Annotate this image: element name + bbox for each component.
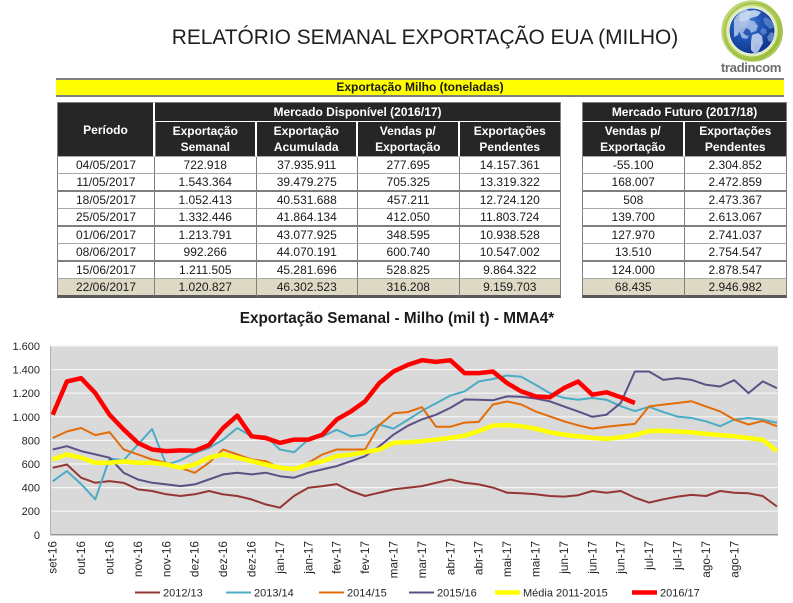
svg-text:Média 2011-2015: Média 2011-2015 [523, 588, 608, 600]
svg-text:ago-17: ago-17 [699, 541, 713, 578]
svg-text:ago-17: ago-17 [727, 541, 741, 578]
svg-text:800: 800 [22, 435, 40, 447]
svg-text:200: 200 [22, 506, 40, 518]
svg-text:dez-16: dez-16 [245, 541, 259, 578]
svg-text:dez-16: dez-16 [188, 541, 202, 578]
svg-text:1.200: 1.200 [12, 388, 40, 400]
svg-text:mar-17: mar-17 [415, 541, 429, 578]
svg-text:set-16: set-16 [46, 541, 60, 574]
svg-text:jun-17: jun-17 [585, 541, 599, 575]
svg-text:abr-17: abr-17 [472, 541, 486, 575]
svg-text:1.000: 1.000 [12, 412, 40, 424]
svg-text:jan-17: jan-17 [273, 541, 287, 575]
svg-text:mar-17: mar-17 [387, 541, 401, 578]
svg-text:2012/13: 2012/13 [163, 588, 203, 600]
svg-text:nov-16: nov-16 [159, 541, 173, 578]
svg-text:2014/15: 2014/15 [347, 588, 387, 600]
svg-text:mai-17: mai-17 [500, 541, 514, 577]
svg-text:2013/14: 2013/14 [254, 588, 294, 600]
svg-text:dez-16: dez-16 [216, 541, 230, 578]
svg-text:600: 600 [22, 459, 40, 471]
svg-text:jul-17: jul-17 [671, 541, 685, 571]
svg-text:jun-17: jun-17 [557, 541, 571, 575]
svg-text:1.600: 1.600 [12, 341, 40, 353]
svg-text:mai-17: mai-17 [529, 541, 543, 577]
svg-text:2016/17: 2016/17 [660, 588, 700, 600]
svg-text:2015/16: 2015/16 [437, 588, 477, 600]
svg-text:nov-16: nov-16 [131, 541, 145, 578]
svg-text:tradincom: tradincom [721, 60, 781, 75]
svg-text:400: 400 [22, 483, 40, 495]
svg-text:Exportação Semanal - Milho (mi: Exportação Semanal - Milho (mil t) - MMA… [240, 310, 555, 327]
svg-text:fev-17: fev-17 [358, 541, 372, 574]
svg-text:jan-17: jan-17 [301, 541, 315, 575]
svg-text:fev-17: fev-17 [330, 541, 344, 574]
svg-text:jun-17: jun-17 [614, 541, 628, 575]
svg-text:abr-17: abr-17 [443, 541, 457, 575]
svg-text:0: 0 [34, 530, 40, 542]
svg-text:out-16: out-16 [74, 541, 88, 575]
svg-text:jul-17: jul-17 [642, 541, 656, 571]
svg-text:1.400: 1.400 [12, 365, 40, 377]
svg-text:out-16: out-16 [103, 541, 117, 575]
